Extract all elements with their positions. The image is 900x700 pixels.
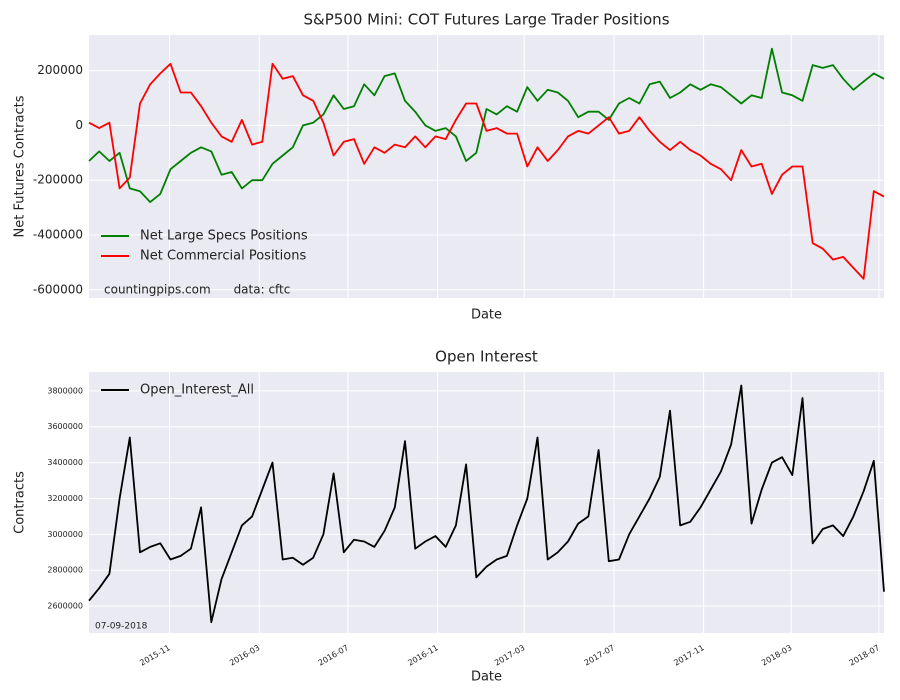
series-line	[88, 47, 885, 203]
y-tick-label: 3800000	[47, 386, 83, 395]
x-tick-label: 2017-03	[493, 643, 526, 668]
y-tick-label: -200000	[33, 173, 83, 187]
annotation: 07-09-2018	[95, 622, 148, 632]
y-tick-label: 3200000	[47, 494, 83, 503]
chart-title: Open Interest	[435, 348, 538, 366]
x-axis-label: Date	[471, 670, 502, 685]
chart-title: S&P500 Mini: COT Futures Large Trader Po…	[303, 11, 669, 29]
y-tick-label: 3400000	[47, 458, 83, 467]
y-axis-label: Net Futures Contracts	[13, 95, 28, 237]
legend-label: Net Large Specs Positions	[140, 229, 308, 244]
y-tick-label: 2600000	[47, 602, 83, 611]
x-tick-label: 2017-07	[583, 643, 616, 668]
y-tick-label: 3000000	[47, 530, 83, 539]
y-tick-label: -600000	[33, 282, 83, 296]
y-tick-label: 200000	[37, 63, 83, 77]
legend-label: Open_Interest_All	[140, 383, 254, 398]
x-tick-label: 2017-11	[672, 643, 705, 668]
annotation: countingpips.com data: cftc	[104, 283, 290, 297]
legend-label: Net Commercial Positions	[140, 249, 306, 264]
x-tick-label: 2018-07	[848, 643, 881, 668]
x-tick-label: 2016-11	[406, 643, 439, 668]
series-line	[88, 384, 885, 624]
y-tick-label: 0	[75, 118, 83, 132]
x-tick-label: 2016-03	[228, 643, 261, 668]
x-tick-label: 2018-03	[760, 643, 793, 668]
y-tick-label: 2800000	[47, 566, 83, 575]
x-axis-label: Date	[471, 308, 502, 323]
y-axis-label: Contracts	[13, 471, 28, 534]
y-tick-label: -400000	[33, 227, 83, 241]
x-tick-label: 2015-11	[138, 643, 171, 668]
series-line	[88, 62, 885, 280]
plot-area	[89, 372, 884, 633]
x-tick-label: 2016-07	[317, 643, 350, 668]
y-tick-label: 3600000	[47, 422, 83, 431]
